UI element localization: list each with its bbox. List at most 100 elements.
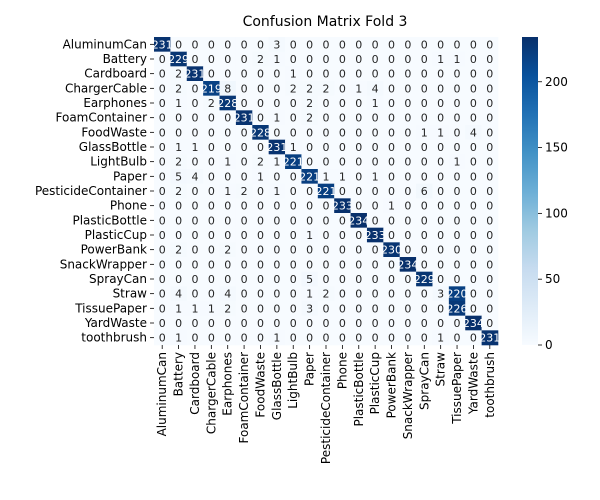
- heatmap-cell: [448, 51, 466, 67]
- cell-value: 0: [159, 302, 166, 315]
- cell-value: 0: [191, 126, 198, 139]
- heatmap-cell: [268, 95, 286, 111]
- heatmap-cell: [350, 125, 368, 140]
- heatmap-cell: [334, 169, 351, 184]
- heatmap-cell: [366, 37, 384, 52]
- cell-value: 0: [208, 317, 215, 330]
- x-tick-label: FoodWaste: [253, 352, 267, 418]
- heatmap-cell: [170, 286, 188, 302]
- heatmap-cell: [432, 51, 450, 67]
- heatmap-cell: [154, 315, 171, 331]
- cell-value: 0: [372, 258, 379, 271]
- heatmap-cell: [252, 81, 269, 96]
- heatmap-cell: [186, 213, 204, 228]
- heatmap-cell: [432, 198, 450, 214]
- cell-value: 0: [454, 126, 461, 139]
- cell-value: 0: [404, 288, 411, 301]
- cell-value: 0: [421, 97, 428, 110]
- cell-value: 228: [217, 97, 238, 110]
- cell-value: 0: [339, 288, 346, 301]
- heatmap-cell: [235, 330, 253, 346]
- heatmap-cell: [170, 125, 188, 140]
- heatmap-cell: [268, 169, 286, 184]
- cell-value: 0: [355, 156, 362, 169]
- heatmap-cell: [170, 257, 188, 272]
- heatmap-cell: [285, 213, 302, 228]
- heatmap-cell: [432, 183, 450, 199]
- cell-value: 0: [241, 141, 248, 154]
- heatmap-cell: [350, 37, 368, 52]
- heatmap-cell: [317, 51, 335, 67]
- heatmap-cell: [334, 154, 351, 170]
- heatmap-cell: [399, 95, 417, 111]
- heatmap-cell: [219, 37, 237, 52]
- heatmap-cell: [481, 198, 499, 214]
- heatmap-cell: [186, 110, 204, 126]
- heatmap-cell: [203, 125, 220, 140]
- cell-value: 2: [290, 82, 297, 95]
- heatmap-cell: [383, 271, 401, 287]
- cell-value: 0: [273, 170, 280, 183]
- heatmap-cell: [383, 301, 401, 316]
- heatmap-cell: [252, 213, 269, 228]
- heatmap-cell: [154, 227, 171, 243]
- heatmap-cell: [203, 315, 220, 331]
- cell-value: 0: [290, 97, 297, 110]
- cell-value: 0: [208, 200, 215, 213]
- heatmap-cell: [432, 110, 450, 126]
- heatmap-cell: [334, 110, 351, 126]
- cell-value: 0: [257, 258, 264, 271]
- heatmap-cell: [235, 271, 253, 287]
- heatmap-cell: [481, 257, 499, 272]
- cell-value: 8: [224, 82, 231, 95]
- heatmap-cell: [268, 213, 286, 228]
- cell-value: 231: [184, 68, 205, 81]
- cell-value: 0: [175, 214, 182, 227]
- cell-value: 0: [339, 244, 346, 257]
- cell-value: 2: [323, 288, 330, 301]
- heatmap-cell: [203, 227, 220, 243]
- cell-value: 0: [224, 126, 231, 139]
- cell-value: 0: [339, 97, 346, 110]
- heatmap-cell: [432, 242, 450, 258]
- cell-value: 0: [486, 38, 493, 51]
- heatmap-cell: [383, 139, 401, 155]
- cell-value: 0: [290, 317, 297, 330]
- cell-value: 0: [388, 68, 395, 81]
- heatmap-cell: [203, 242, 220, 258]
- cell-value: 0: [372, 141, 379, 154]
- cell-value: 0: [191, 82, 198, 95]
- cell-value: 0: [470, 156, 477, 169]
- cell-value: 0: [355, 38, 362, 51]
- colorbar-ticks: 0 50 100 150 200: [538, 75, 568, 352]
- heatmap-cell: [219, 183, 237, 199]
- heatmap-cell: [317, 66, 335, 82]
- heatmap-cell: [186, 37, 204, 52]
- cell-value: 231: [152, 38, 173, 51]
- heatmap-cell: [285, 315, 302, 331]
- heatmap-cell: [186, 139, 204, 155]
- cell-value: 0: [437, 200, 444, 213]
- cell-value: 0: [372, 38, 379, 51]
- heatmap-cell: [383, 257, 401, 272]
- cell-value: 0: [224, 332, 231, 345]
- cell-value: 0: [208, 53, 215, 66]
- heatmap-cell: [203, 213, 220, 228]
- cell-value: 0: [355, 170, 362, 183]
- heatmap-cell: [481, 330, 499, 346]
- cell-value: 0: [388, 97, 395, 110]
- cell-value: 0: [159, 126, 166, 139]
- cell-value: 233: [365, 229, 386, 242]
- cell-value: 0: [421, 200, 428, 213]
- cell-value: 0: [486, 112, 493, 125]
- heatmap-cell: [383, 51, 401, 67]
- cell-value: 0: [257, 200, 264, 213]
- colorbar-tick-label: 50: [545, 272, 560, 286]
- heatmap-cell: [350, 95, 368, 111]
- heatmap-cell: [317, 139, 335, 155]
- heatmap-cell: [334, 286, 351, 302]
- cell-value: 0: [372, 317, 379, 330]
- heatmap-cell: [203, 169, 220, 184]
- heatmap-cell: [399, 301, 417, 316]
- heatmap-cell: [268, 37, 286, 52]
